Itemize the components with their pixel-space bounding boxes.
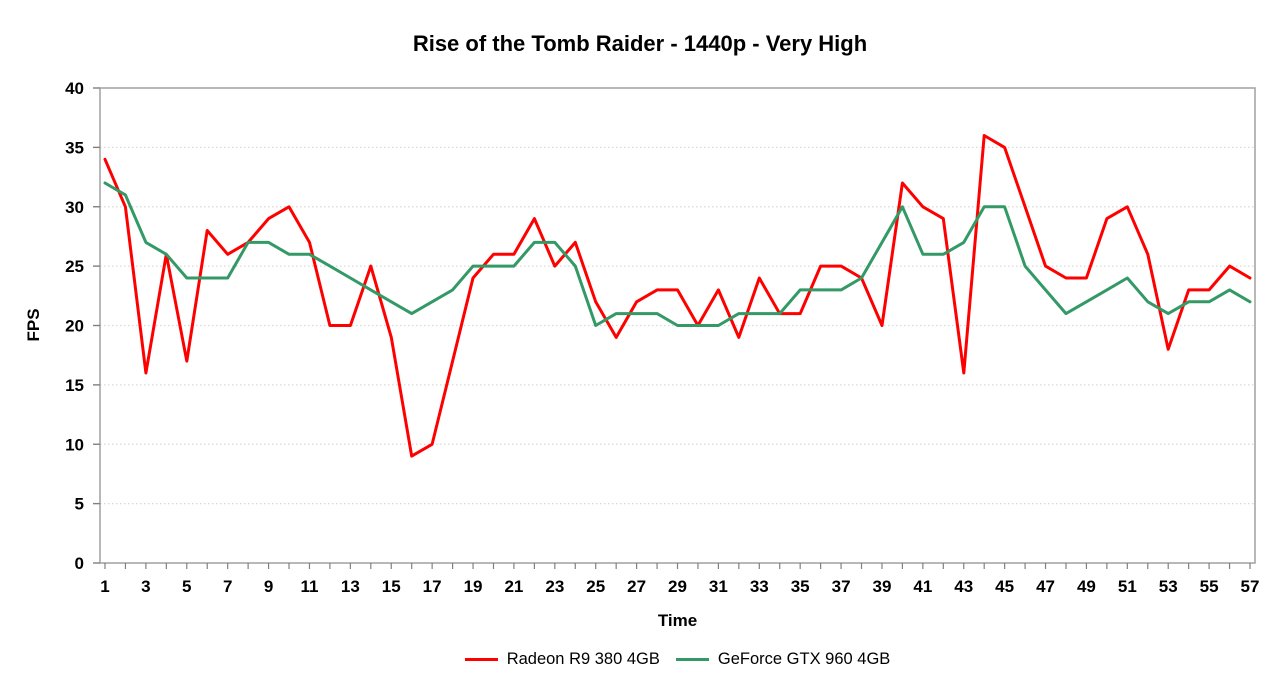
series-line-1 bbox=[103, 181, 1252, 327]
y-axis-tick-label: 0 bbox=[75, 554, 84, 573]
legend-swatch-geforce-icon bbox=[675, 658, 709, 661]
x-axis-tick-label: 31 bbox=[709, 577, 728, 596]
legend-item-radeon: Radeon R9 380 4GB bbox=[464, 650, 660, 669]
series-line-0 bbox=[103, 134, 1252, 458]
x-axis-tick-label: 47 bbox=[1036, 577, 1055, 596]
x-axis-title: Time bbox=[657, 611, 698, 630]
y-axis-tick-label: 20 bbox=[65, 317, 84, 336]
x-axis-tick-label: 15 bbox=[382, 577, 401, 596]
y-axis-tick-label: 35 bbox=[65, 138, 84, 157]
legend-label-radeon: Radeon R9 380 4GB bbox=[506, 650, 660, 668]
x-axis-tick-label: 3 bbox=[141, 577, 150, 596]
x-axis-tick-label: 57 bbox=[1241, 577, 1260, 596]
y-axis-tick-label: 15 bbox=[65, 376, 84, 395]
legend-swatch-radeon-icon bbox=[464, 658, 498, 661]
x-axis-tick-label: 35 bbox=[791, 577, 810, 596]
x-axis-tick-label: 1 bbox=[100, 577, 109, 596]
legend-item-geforce: GeForce GTX 960 4GB bbox=[675, 650, 891, 669]
x-axis-tick-label: 43 bbox=[954, 577, 973, 596]
x-axis-tick-label: 21 bbox=[504, 577, 523, 596]
y-axis-tick-label: 40 bbox=[65, 79, 84, 98]
x-axis-tick-label: 53 bbox=[1159, 577, 1178, 596]
legend-label-geforce: GeForce GTX 960 4GB bbox=[717, 650, 891, 668]
x-axis-tick-label: 5 bbox=[182, 577, 191, 596]
legend: Radeon R9 380 4GB GeForce GTX 960 4GB bbox=[75, 650, 1280, 669]
y-axis-tick-label: 5 bbox=[75, 495, 84, 514]
x-axis-tick-label: 49 bbox=[1077, 577, 1096, 596]
x-axis-tick-label: 37 bbox=[832, 577, 851, 596]
x-axis-tick-label: 25 bbox=[586, 577, 605, 596]
x-axis-tick-label: 19 bbox=[464, 577, 483, 596]
x-axis-tick-label: 51 bbox=[1118, 577, 1137, 596]
x-axis-tick-label: 13 bbox=[341, 577, 360, 596]
y-axis-title: FPS bbox=[24, 308, 43, 342]
x-axis-tick-label: 41 bbox=[913, 577, 932, 596]
x-axis-tick-label: 27 bbox=[627, 577, 646, 596]
x-axis-tick-label: 39 bbox=[873, 577, 892, 596]
x-axis-tick-label: 33 bbox=[750, 577, 769, 596]
x-axis-tick-label: 11 bbox=[300, 577, 318, 596]
y-axis-tick-label: 25 bbox=[65, 257, 84, 276]
x-axis-tick-label: 45 bbox=[995, 577, 1014, 596]
x-axis-tick-label: 23 bbox=[545, 577, 564, 596]
y-axis-tick-label: 10 bbox=[65, 435, 84, 454]
x-axis-tick-label: 29 bbox=[668, 577, 687, 596]
x-axis-tick-label: 55 bbox=[1200, 577, 1219, 596]
x-axis-tick-label: 9 bbox=[264, 577, 273, 596]
chart-title: Rise of the Tomb Raider - 1440p - Very H… bbox=[412, 31, 868, 56]
x-axis-tick-label: 17 bbox=[423, 577, 442, 596]
y-axis-tick-label: 30 bbox=[65, 198, 84, 217]
x-axis-tick-label: 7 bbox=[223, 577, 232, 596]
